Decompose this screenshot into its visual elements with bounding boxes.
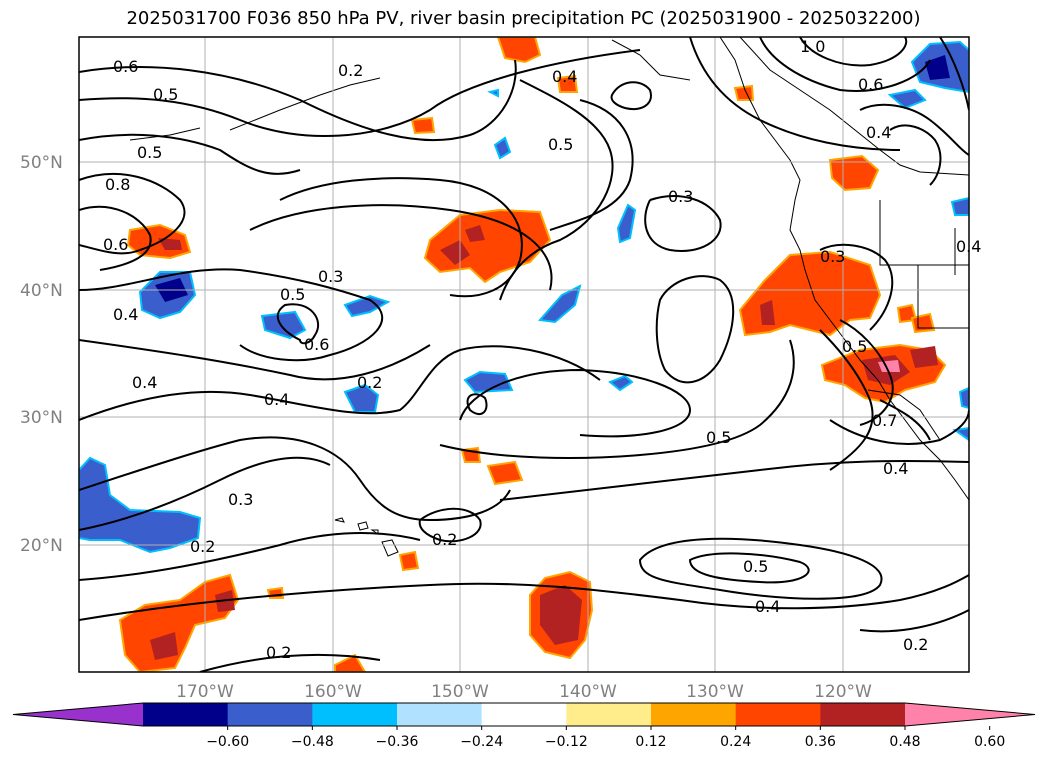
colorbar-segment [143, 703, 229, 726]
colorbar: −0.60 −0.48 −0.36 −0.24 −0.12 0.12 0.24 0.36 0.4… [12, 702, 1036, 750]
contour-label: 0.6 [113, 57, 138, 76]
colorbar-tick-label: 0.60 [974, 734, 1005, 750]
lon-label: 170°W [176, 682, 234, 702]
contour-label: 0.3 [820, 247, 845, 266]
contour-label: 0.5 [706, 428, 731, 447]
contour-label: 0.6 [858, 75, 883, 94]
contour-label: 0.4 [132, 373, 157, 392]
contour-label: 0.4 [956, 237, 981, 256]
pv-contours [79, 37, 969, 672]
lat-label: 40°N [20, 281, 63, 301]
lat-label: 50°N [20, 153, 63, 173]
contour-label: 0.2 [432, 530, 457, 549]
contour-label: 0.7 [872, 411, 897, 430]
contour-label: 1.0 [800, 37, 825, 56]
contour-label: 0.4 [883, 459, 908, 478]
colorbar-tick-label: 0.36 [805, 734, 836, 750]
colorbar-outline [12, 702, 1036, 727]
contour-label: 0.3 [228, 490, 253, 509]
lat-label: 30°N [20, 408, 63, 428]
gridlines [79, 37, 969, 672]
lon-label: 160°W [304, 682, 362, 702]
colorbar-segment [312, 703, 398, 726]
contour-label: 0.3 [318, 267, 343, 286]
hawaii-islands [334, 517, 399, 557]
contour-label: 0.4 [755, 597, 780, 616]
colorbar-extend-high [905, 703, 1035, 726]
contour-label: 0.2 [338, 61, 363, 80]
colorbar-tick-label: −0.24 [460, 734, 503, 750]
colorbar-tick-label: −0.60 [206, 734, 249, 750]
colorbar-segment [566, 703, 652, 726]
contour-label: 0.3 [668, 187, 693, 206]
colorbar-segment [397, 703, 483, 726]
contour-label: 0.4 [264, 390, 289, 409]
colorbar-tick-label: −0.36 [376, 734, 419, 750]
longitude-labels: 170°W 160°W 150°W 140°W 130°W 120°W [176, 682, 872, 702]
contour-label: 0.2 [266, 643, 291, 662]
lat-label: 20°N [20, 536, 63, 556]
colorbar-extend-low [13, 703, 143, 726]
colorbar-segment [820, 703, 906, 726]
contour-label: 0.4 [113, 305, 138, 324]
colorbar-segment [227, 703, 313, 726]
contour-label: 0.6 [304, 335, 329, 354]
lon-label: 140°W [559, 682, 617, 702]
colorbar-segment [481, 703, 567, 726]
colorbar-tick-label: 0.24 [720, 734, 751, 750]
colorbar-segment [651, 703, 737, 726]
colorbar-tick-label: 0.12 [635, 734, 666, 750]
lon-label: 130°W [686, 682, 744, 702]
map-frame [78, 36, 970, 673]
map-area [79, 37, 969, 672]
latitude-labels: 50°N 40°N 30°N 20°N [20, 153, 63, 556]
lon-label: 120°W [814, 682, 872, 702]
lon-label: 150°W [431, 682, 489, 702]
map-title: 2025031700 F036 850 hPa PV, river basin … [126, 8, 921, 29]
contour-label: 0.2 [357, 373, 382, 392]
contour-label: 0.4 [866, 123, 891, 142]
colorbar-tick-label: −0.48 [291, 734, 334, 750]
contour-label: 0.5 [548, 135, 573, 154]
contour-label: 0.2 [903, 635, 928, 654]
contour-labels: 0.6 0.5 0.5 0.8 0.6 0.4 0.4 0.3 0.5 0.6 … [103, 37, 981, 662]
coastlines [129, 37, 969, 501]
precip-negative-regions [79, 40, 969, 554]
contour-label: 0.8 [105, 175, 130, 194]
contour-label: 0.5 [153, 85, 178, 104]
colorbar-tick-label: 0.48 [889, 734, 920, 750]
contour-label: 0.5 [743, 557, 768, 576]
colorbar-tick-label: −0.12 [545, 734, 588, 750]
contour-label: 0.6 [103, 235, 128, 254]
contour-label: 0.5 [280, 285, 305, 304]
contour-label: 0.5 [842, 337, 867, 356]
colorbar-segment [735, 703, 821, 726]
contour-label: 0.5 [137, 143, 162, 162]
contour-label: 0.4 [552, 67, 577, 86]
contour-label: 0.2 [190, 537, 215, 556]
